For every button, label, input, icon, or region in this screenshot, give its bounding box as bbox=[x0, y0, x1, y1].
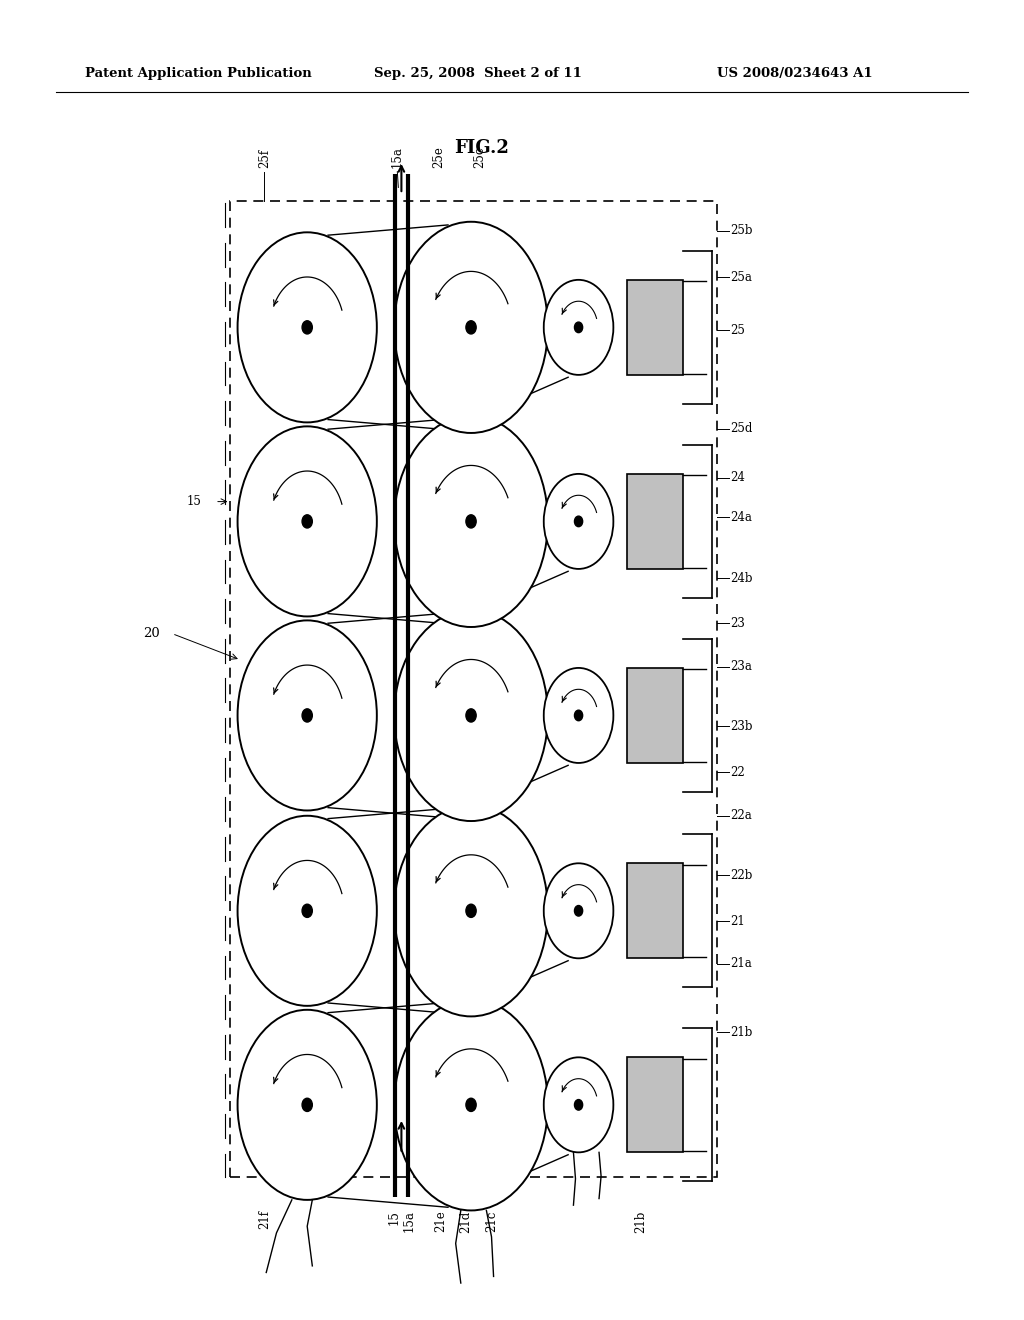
Text: 22: 22 bbox=[730, 766, 744, 779]
Text: 25d: 25d bbox=[730, 422, 753, 436]
Ellipse shape bbox=[544, 1057, 613, 1152]
Text: 21c: 21c bbox=[485, 1210, 498, 1232]
Circle shape bbox=[302, 515, 312, 528]
Ellipse shape bbox=[238, 426, 377, 616]
Text: 21f: 21f bbox=[258, 1210, 270, 1229]
Text: 21a: 21a bbox=[730, 957, 752, 970]
Text: 25b: 25b bbox=[730, 224, 753, 238]
Bar bbox=[627, 474, 683, 569]
Ellipse shape bbox=[238, 232, 377, 422]
Circle shape bbox=[466, 709, 476, 722]
Text: 25c: 25c bbox=[473, 147, 485, 168]
Circle shape bbox=[302, 904, 312, 917]
Circle shape bbox=[302, 1098, 312, 1111]
Text: 15: 15 bbox=[187, 495, 202, 508]
Bar bbox=[627, 863, 683, 958]
Bar bbox=[627, 1057, 683, 1152]
Text: US 2008/0234643 A1: US 2008/0234643 A1 bbox=[717, 67, 872, 81]
Ellipse shape bbox=[238, 816, 377, 1006]
Ellipse shape bbox=[544, 280, 613, 375]
Circle shape bbox=[574, 516, 583, 527]
Ellipse shape bbox=[238, 1010, 377, 1200]
Text: 25a: 25a bbox=[730, 271, 752, 284]
Text: 21b: 21b bbox=[730, 1026, 753, 1039]
Ellipse shape bbox=[238, 620, 377, 810]
Circle shape bbox=[574, 1100, 583, 1110]
Ellipse shape bbox=[394, 610, 548, 821]
Ellipse shape bbox=[394, 416, 548, 627]
Text: 15: 15 bbox=[388, 1210, 400, 1225]
Ellipse shape bbox=[394, 999, 548, 1210]
Text: 24b: 24b bbox=[730, 572, 753, 585]
Text: 22b: 22b bbox=[730, 869, 753, 882]
Text: 23b: 23b bbox=[730, 719, 753, 733]
Text: 21b: 21b bbox=[635, 1210, 647, 1233]
Text: 23a: 23a bbox=[730, 660, 752, 673]
Bar bbox=[627, 668, 683, 763]
Ellipse shape bbox=[394, 805, 548, 1016]
Bar bbox=[230, 201, 717, 1177]
Circle shape bbox=[574, 906, 583, 916]
Circle shape bbox=[466, 321, 476, 334]
Ellipse shape bbox=[544, 474, 613, 569]
Text: FIG.2: FIG.2 bbox=[454, 139, 509, 157]
Circle shape bbox=[302, 321, 312, 334]
Circle shape bbox=[302, 709, 312, 722]
Text: Patent Application Publication: Patent Application Publication bbox=[85, 67, 311, 81]
Text: 21d: 21d bbox=[460, 1210, 472, 1233]
Text: 24: 24 bbox=[730, 471, 745, 484]
Text: 25: 25 bbox=[730, 323, 745, 337]
Circle shape bbox=[466, 515, 476, 528]
Text: 25f: 25f bbox=[258, 149, 270, 168]
Ellipse shape bbox=[394, 222, 548, 433]
Text: 24a: 24a bbox=[730, 511, 752, 524]
Text: 21e: 21e bbox=[434, 1210, 446, 1232]
Ellipse shape bbox=[544, 668, 613, 763]
Text: 25e: 25e bbox=[432, 145, 444, 168]
Circle shape bbox=[574, 710, 583, 721]
Text: 15a: 15a bbox=[403, 1210, 416, 1233]
Text: 15a: 15a bbox=[391, 145, 403, 168]
Text: 23: 23 bbox=[730, 616, 745, 630]
Ellipse shape bbox=[544, 863, 613, 958]
Circle shape bbox=[466, 904, 476, 917]
Text: Sep. 25, 2008  Sheet 2 of 11: Sep. 25, 2008 Sheet 2 of 11 bbox=[374, 67, 582, 81]
Bar bbox=[627, 280, 683, 375]
Circle shape bbox=[466, 1098, 476, 1111]
Text: 22a: 22a bbox=[730, 809, 752, 822]
Circle shape bbox=[574, 322, 583, 333]
Text: 21: 21 bbox=[730, 915, 744, 928]
Text: 20: 20 bbox=[143, 627, 160, 640]
